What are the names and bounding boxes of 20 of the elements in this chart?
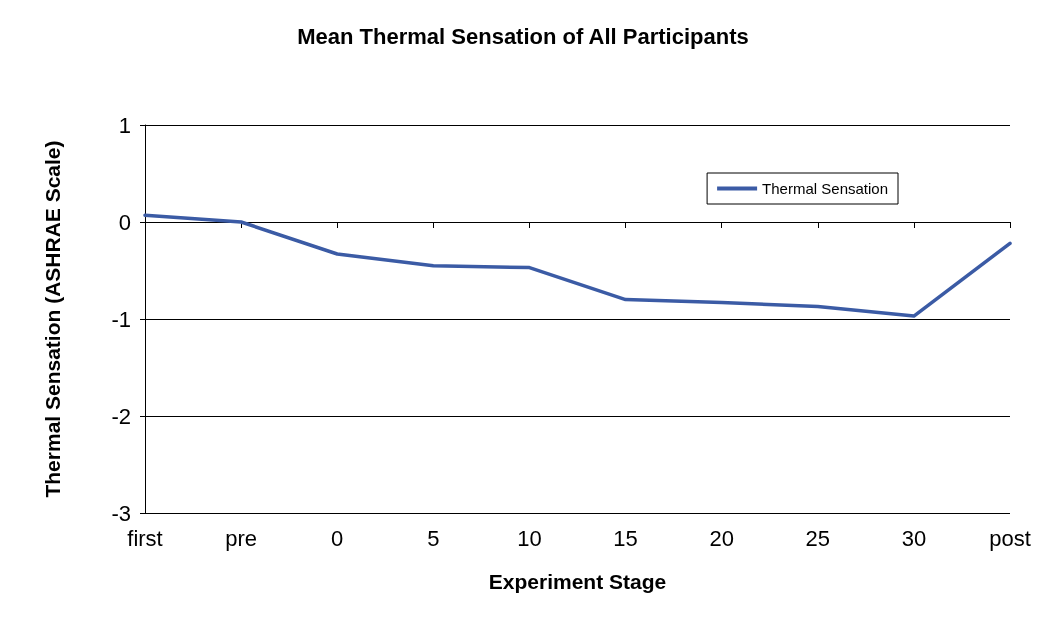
x-tick-label: 15 — [613, 525, 638, 551]
y-tick-label: -1 — [111, 306, 131, 332]
x-tick-label: post — [989, 525, 1031, 551]
chart-title: Mean Thermal Sensation of All Participants — [297, 23, 749, 49]
x-tick-label: 30 — [901, 525, 927, 551]
x-tick-label: 10 — [517, 525, 542, 551]
x-tick-label: 20 — [709, 525, 734, 551]
x-tick-label: first — [127, 525, 163, 551]
y-tick-label: 0 — [118, 209, 131, 235]
x-tick-label: 0 — [331, 525, 344, 551]
y-tick-label: 1 — [118, 112, 131, 138]
y-axis-title: Thermal Sensation (ASHRAE Scale) — [40, 140, 64, 498]
x-tick-label: 25 — [805, 525, 831, 551]
legend-label: Thermal Sensation — [762, 180, 889, 197]
x-tick-label: 5 — [427, 525, 440, 551]
y-tick-label: -2 — [111, 403, 131, 429]
x-tick-label: pre — [225, 525, 258, 551]
y-tick-label: -3 — [111, 500, 131, 526]
x-axis-title: Experiment Stage — [488, 570, 667, 593]
line-series — [143, 213, 1012, 318]
